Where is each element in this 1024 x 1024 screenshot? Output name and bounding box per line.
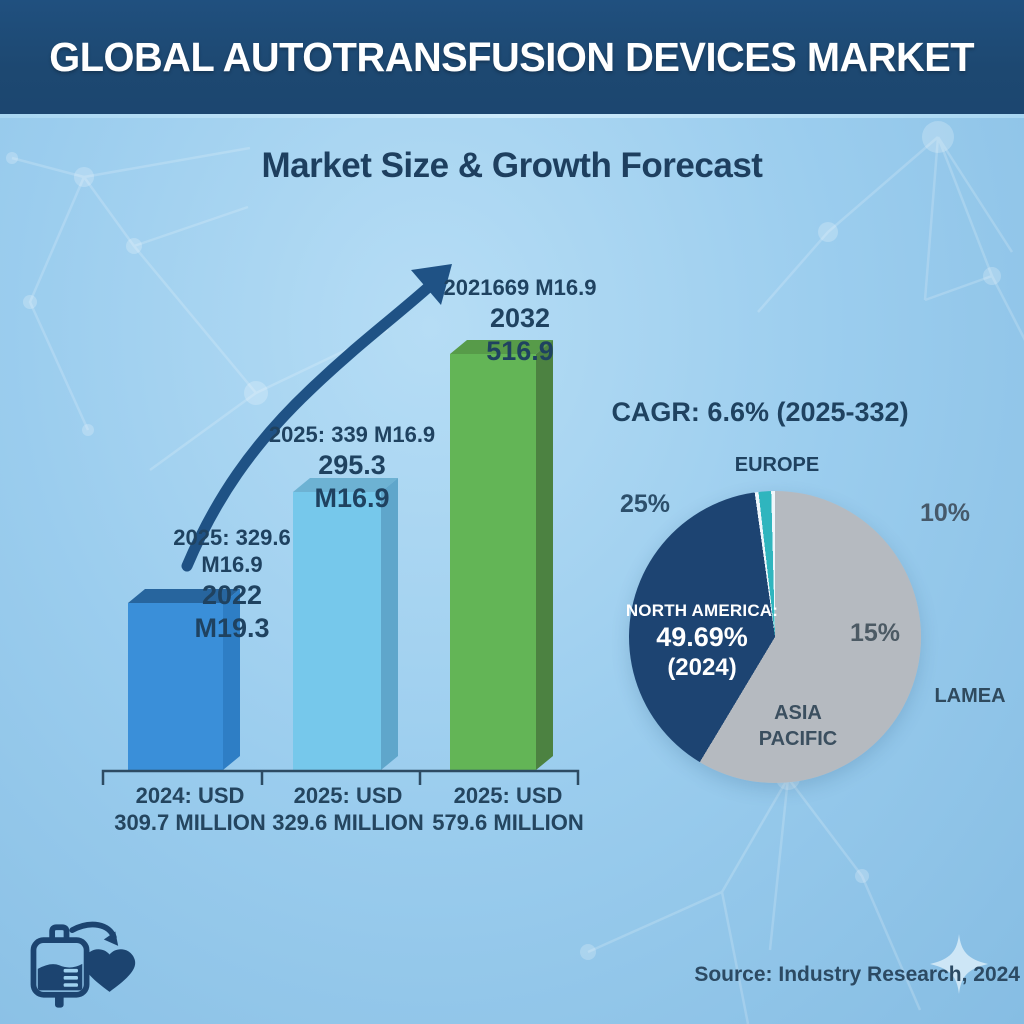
pie-chart [629,491,921,783]
pie-label-asia-line1: ASIA [774,702,822,724]
background-network-pattern [6,121,1024,1024]
bar-label-2025-line3: M16.9 [314,482,390,513]
pie-label-europe: EUROPE [734,454,820,476]
pie-label-10pct: 10% [919,499,971,527]
bar-label-2025-line2: 295.3 [318,449,386,480]
sparkle-star-icon [930,934,988,994]
pie-center-line2: 49.69% [656,622,748,653]
bar-label-2032-line3: 516.9 [486,335,554,366]
bar-label-2025: 2025: 339 M16.9 295.3 M16.9 [262,422,442,515]
pie-center-label: NORTH AMERICA: 49.69% (2024) [620,601,784,683]
bar-2025 [293,478,398,770]
axis-label-2024: 2024: USD 309.7 MILLION [100,783,280,837]
source-note: Source: Industry Research, 2024 [694,963,1020,986]
header-banner: GLOBAL AUTOTRANSFUSION DEVICES MARKET [0,0,1024,118]
bar-label-2024: 2025: 329.6 M16.9 2022 M19.3 [142,525,322,645]
axis-label-2032-line1: 2025: USD [453,783,563,808]
axis-label-2025: 2025: USD 329.6 MILLION [258,783,438,837]
bar-label-2024-line3: M19.3 [194,612,270,643]
bar-label-2024-line1: 2025: 329.6 M16.9 [173,525,291,577]
bar-2024 [128,589,240,770]
axis-label-2025-line1: 2025: USD [293,783,403,808]
bar-label-2024-line2: 2022 [201,579,263,610]
pie-label-25pct: 25% [619,490,671,518]
axis-label-2032: 2025: USD 579.6 MILLION [418,783,598,837]
pie-label-asia-pacific: ASIA PACIFIC [746,700,850,752]
bar-label-2032: 2021669 M16.9 2032 516.9 [420,275,620,368]
pie-label-15pct: 15% [849,619,901,647]
bar-label-2032-line2: 2032 [489,302,551,333]
axis-label-2032-line2: 579.6 MILLION [432,809,584,835]
axis-label-2024-line2: 309.7 MILLION [114,809,266,835]
axis-bracket [101,769,580,785]
axis-label-2025-line2: 329.6 MILLION [272,809,424,835]
pie-center-line3: (2024) [667,653,737,681]
page-title: GLOBAL AUTOTRANSFUSION DEVICES MARKET [49,33,975,80]
growth-arrow-icon [181,264,452,572]
pie-label-asia-line2: PACIFIC [758,728,838,750]
blood-bag-heart-transfusion-icon [30,921,136,1008]
bar-label-2032-line1: 2021669 M16.9 [443,275,597,300]
axis-label-2024-line1: 2024: USD [135,783,245,808]
bar-label-2025-line1: 2025: 339 M16.9 [268,422,436,447]
pie-label-lamea: LAMEA [934,685,1006,707]
subtitle: Market Size & Growth Forecast [261,146,763,185]
bar-2032 [450,340,553,770]
cagr-heading: CAGR: 6.6% (2025-332) [611,397,909,427]
pie-center-line1: NORTH AMERICA: [625,601,779,620]
